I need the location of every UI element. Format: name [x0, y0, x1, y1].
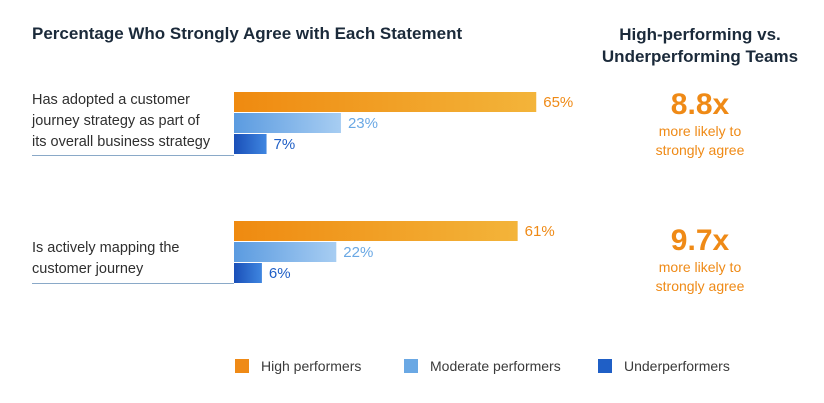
comparison-title-line2: Underperforming Teams: [601, 47, 799, 66]
chart-title: Percentage Who Strongly Agree with Each …: [32, 24, 463, 43]
legend-swatch-moderate: [404, 359, 418, 373]
statement-1-line: its overall business strategy: [32, 134, 211, 150]
legend-item-under: Underperformers: [598, 358, 730, 374]
bar-moderate-2: [234, 242, 337, 262]
ratio-text-1: more likely to: [658, 123, 742, 139]
legend-label-moderate: Moderate performers: [430, 358, 561, 374]
legend-item-high: High performers: [235, 358, 361, 374]
bar-under-1: [234, 134, 267, 154]
legend-label-high: High performers: [261, 358, 362, 374]
data-label-under-2: 6%: [269, 265, 291, 282]
statement-1-label: Has adopted a customer journey strategy …: [32, 90, 232, 153]
bar-high-1: [234, 92, 537, 112]
data-label-moderate-1: 23%: [348, 115, 378, 132]
ratio-text-2: more likely to: [658, 259, 742, 275]
data-label-under-1: 7%: [274, 136, 296, 153]
statement-1-line: journey strategy as part of: [32, 113, 200, 129]
data-label-high-2: 61%: [525, 223, 555, 240]
bar-high-2: [234, 221, 518, 241]
data-label-moderate-2: 22%: [343, 244, 373, 261]
statement-2-underline: [32, 283, 234, 284]
statement-2-line: Is actively mapping the: [32, 240, 180, 256]
ratio-value-2: 9.7x: [670, 224, 730, 257]
bar-under-2: [234, 263, 262, 283]
statement-1-underline: [32, 155, 234, 156]
ratio-callout-2: 9.7x more likely to strongly agree: [620, 224, 780, 296]
bar-moderate-1: [234, 113, 341, 133]
data-label-high-1: 65%: [543, 94, 573, 111]
ratio-text-1: strongly agree: [655, 142, 745, 158]
legend-swatch-under: [598, 359, 612, 373]
comparison-title: High-performing vs. Underperforming Team…: [590, 24, 810, 68]
legend-label-under: Underperformers: [624, 358, 730, 374]
ratio-callout-1: 8.8x more likely to strongly agree: [620, 88, 780, 160]
legend-item-moderate: Moderate performers: [404, 358, 561, 374]
statement-2-label: Is actively mapping the customer journey: [32, 238, 232, 280]
statement-1-line: Has adopted a customer: [32, 92, 190, 108]
ratio-text-2: strongly agree: [655, 278, 745, 294]
statement-2-line: customer journey: [32, 261, 144, 277]
ratio-value-1: 8.8x: [670, 88, 730, 121]
comparison-title-line1: High-performing vs.: [619, 25, 781, 44]
legend-swatch-high: [235, 359, 249, 373]
